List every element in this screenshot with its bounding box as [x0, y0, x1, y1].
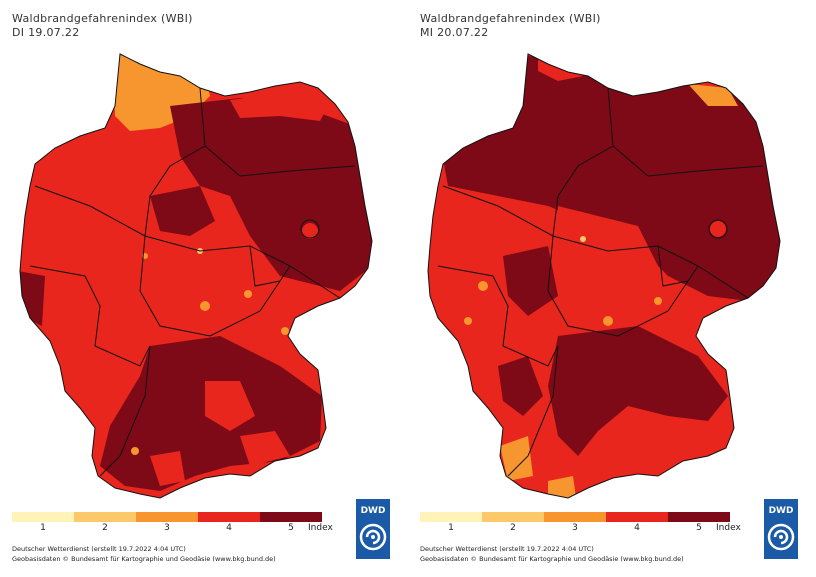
legend-unit: Index — [308, 523, 333, 533]
legend-swatch-2 — [74, 512, 136, 522]
map-title-block: Waldbrandgefahrenindex (WBI) MI 20.07.22 — [420, 12, 601, 40]
legend-labels: 1 2 3 4 5 — [420, 523, 730, 533]
credit-line: Geobasisdaten © Bundesamt für Kartograph… — [420, 555, 684, 563]
legend-label: 2 — [102, 523, 108, 533]
germany-fire-danger-map — [19, 53, 373, 499]
legend-swatch-3 — [544, 512, 606, 522]
legend-unit: Index — [716, 523, 741, 533]
wbi-map-panel-tuesday: Waldbrandgefahrenindex (WBI) DI 19.07.22 — [12, 12, 390, 564]
legend-swatch-1 — [420, 512, 482, 522]
legend-color-bar — [420, 512, 730, 522]
legend-swatch-1 — [12, 512, 74, 522]
credit-line: Geobasisdaten © Bundesamt für Kartograph… — [12, 555, 276, 563]
legend-label: 3 — [164, 523, 170, 533]
index-legend: 1 2 3 4 5 Index — [420, 512, 741, 536]
map-credits: Deutscher Wetterdienst (erstellt 19.7.20… — [12, 544, 276, 564]
legend-label: 4 — [226, 523, 232, 533]
map-title: Waldbrandgefahrenindex (WBI) — [420, 12, 601, 25]
legend-swatch-4 — [198, 512, 260, 522]
legend-label: 4 — [634, 523, 640, 533]
legend-label: 1 — [448, 523, 454, 533]
legend-swatch-2 — [482, 512, 544, 522]
dwd-logo-text: DWD — [361, 506, 386, 516]
dwd-logo-text: DWD — [769, 506, 794, 516]
legend-label: 5 — [288, 523, 294, 533]
legend-labels: 1 2 3 4 5 — [12, 523, 322, 533]
legend-label: 2 — [510, 523, 516, 533]
legend-swatch-5 — [260, 512, 322, 522]
germany-fire-danger-map — [427, 53, 781, 499]
credit-line: Deutscher Wetterdienst (erstellt 19.7.20… — [420, 545, 594, 553]
legend-swatch-4 — [606, 512, 668, 522]
legend-label: 3 — [572, 523, 578, 533]
legend-color-bar — [12, 512, 322, 522]
legend-label: 5 — [696, 523, 702, 533]
index-legend: 1 2 3 4 5 Index — [12, 512, 333, 536]
map-title-block: Waldbrandgefahrenindex (WBI) DI 19.07.22 — [12, 12, 193, 40]
legend-swatch-3 — [136, 512, 198, 522]
map-credits: Deutscher Wetterdienst (erstellt 19.7.20… — [420, 544, 684, 564]
wbi-map-panel-wednesday: Waldbrandgefahrenindex (WBI) MI 20.07.22 — [408, 0, 816, 577]
legend-label: 1 — [40, 523, 46, 533]
map-date: MI 20.07.22 — [420, 26, 489, 39]
credit-line: Deutscher Wetterdienst (erstellt 19.7.20… — [12, 545, 186, 553]
dwd-logo: DWD — [764, 499, 798, 559]
map-date: DI 19.07.22 — [12, 26, 80, 39]
legend-swatch-5 — [668, 512, 730, 522]
map-title: Waldbrandgefahrenindex (WBI) — [12, 12, 193, 25]
dwd-logo: DWD — [356, 499, 390, 559]
